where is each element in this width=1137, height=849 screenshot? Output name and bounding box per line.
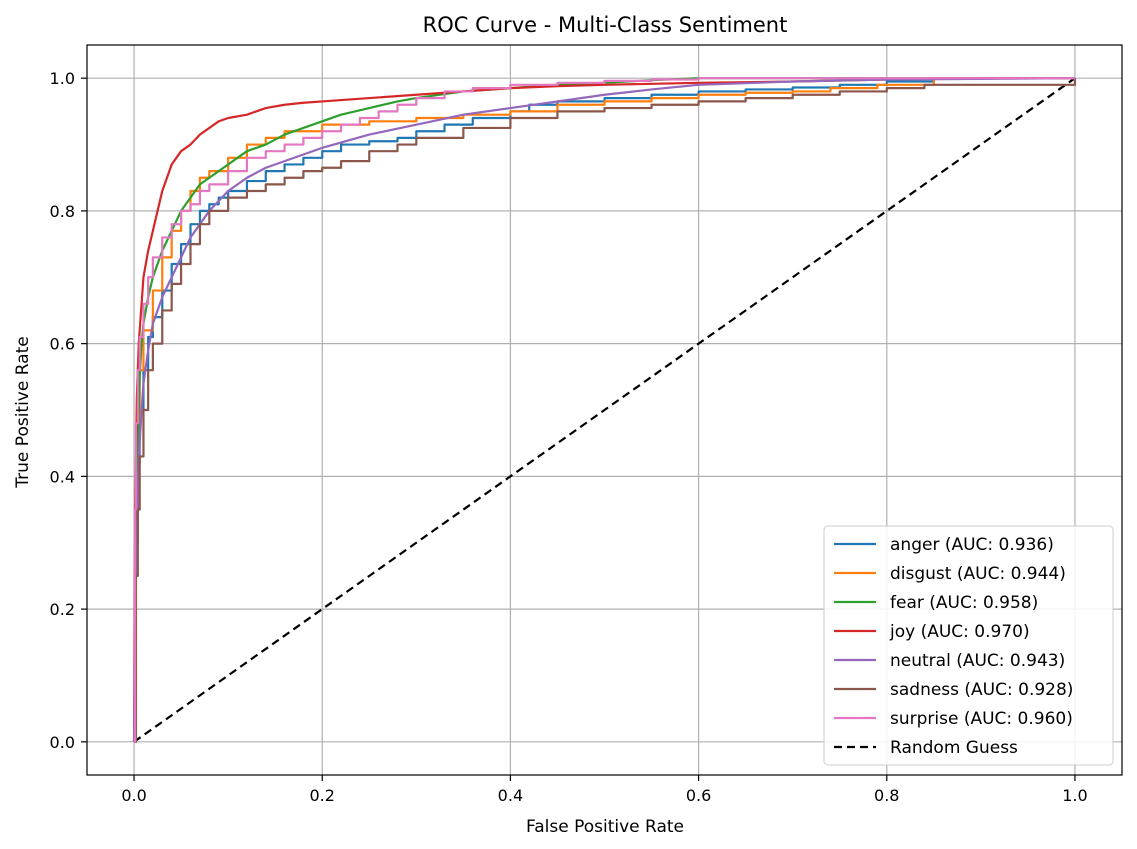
x-tick-label: 1.0 xyxy=(1062,786,1087,805)
legend-label: joy (AUC: 0.970) xyxy=(889,622,1030,642)
y-tick-label: 0.0 xyxy=(50,733,75,752)
legend-label: Random Guess xyxy=(890,738,1018,758)
series-line-surprise xyxy=(133,77,1075,743)
y-tick-label: 0.6 xyxy=(50,335,75,354)
x-axis-label: False Positive Rate xyxy=(526,817,684,837)
axis-ticks: 0.0 0.2 0.4 0.6 0.8 1.0 0.0 0.2 0.4 0.6 0.8 1.0 xyxy=(50,69,1088,805)
legend-label: fear (AUC: 0.958) xyxy=(890,593,1038,613)
legend: anger (AUC: 0.936) disgust (AUC: 0.944) fe… xyxy=(823,525,1114,766)
x-tick-label: 0.6 xyxy=(686,786,711,805)
y-axis-label: True Positive Rate xyxy=(13,336,33,488)
y-tick-label: 0.2 xyxy=(50,600,75,619)
x-tick-label: 0.4 xyxy=(498,786,523,805)
series-line-random xyxy=(133,77,1076,743)
x-tick-label: 0.8 xyxy=(874,786,899,805)
x-tick-label: 0.0 xyxy=(121,786,146,805)
y-tick-label: 0.8 xyxy=(50,202,75,221)
y-tick-label: 0.4 xyxy=(50,467,75,486)
series-line-joy xyxy=(132,77,1075,742)
series-line-sadness xyxy=(134,78,1077,743)
legend-label: sadness (AUC: 0.928) xyxy=(890,680,1073,700)
legend-box xyxy=(823,525,1114,766)
series-layer xyxy=(132,77,1077,743)
grid xyxy=(87,45,1122,775)
y-tick-label: 1.0 xyxy=(50,69,75,88)
legend-label: neutral (AUC: 0.943) xyxy=(890,651,1065,671)
series-line-neutral xyxy=(132,77,1075,742)
plot-frame xyxy=(86,44,1123,776)
legend-label: anger (AUC: 0.936) xyxy=(890,535,1054,555)
legend-label: surprise (AUC: 0.960) xyxy=(890,709,1073,729)
legend-label: disgust (AUC: 0.944) xyxy=(890,564,1066,584)
x-tick-label: 0.2 xyxy=(310,786,335,805)
chart-title: ROC Curve - Multi-Class Sentiment xyxy=(423,13,788,37)
